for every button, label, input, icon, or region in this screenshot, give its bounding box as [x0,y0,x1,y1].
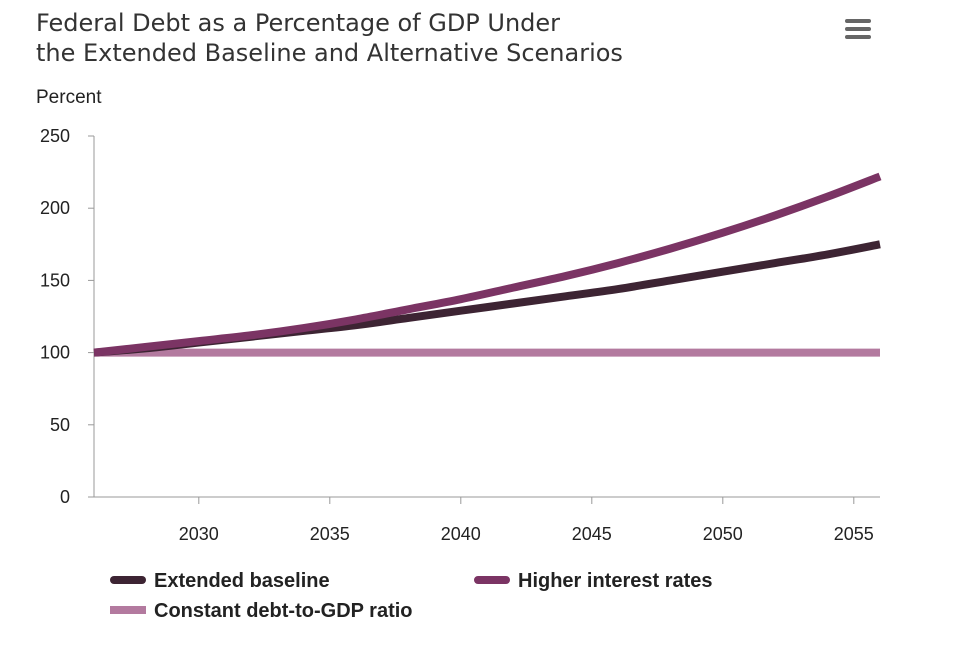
legend-label-higher-interest-rates: Higher interest rates [518,570,713,592]
hamburger-menu-icon[interactable] [843,18,873,40]
y-tick-label: 0 [60,487,70,507]
series-lines [93,172,882,357]
y-tick-label: 150 [40,270,70,290]
chart-title: Federal Debt as a Percentage of GDP Unde… [36,8,796,68]
x-tick-label: 2050 [703,524,743,544]
legend: Extended baseline Higher interest rates Co… [110,570,713,622]
y-tick-label: 200 [40,198,70,218]
legend-swatch-constant-debt-to-gdp-ratio [110,606,146,614]
series-line-higher-interest-rates [93,172,882,357]
y-tick-label: 100 [40,343,70,363]
chart-title-line-1: Federal Debt as a Percentage of GDP Unde… [36,9,561,37]
legend-label-constant-debt-to-gdp-ratio: Constant debt-to-GDP ratio [154,600,413,622]
y-tick-label: 50 [50,415,70,435]
axes: 0 50 100 150 200 250 2030 2035 2040 2045 2050 2055 [40,126,880,544]
x-tick-label: 2030 [179,524,219,544]
y-tick-label: 250 [40,126,70,146]
legend-label-extended-baseline: Extended baseline [154,570,330,592]
x-tick-label: 2045 [572,524,612,544]
x-tick-label: 2035 [310,524,350,544]
x-tick-label: 2055 [834,524,874,544]
chart-title-line-2: the Extended Baseline and Alternative Sc… [36,39,623,67]
x-tick-label: 2040 [441,524,481,544]
y-axis-label: Percent [36,87,102,108]
